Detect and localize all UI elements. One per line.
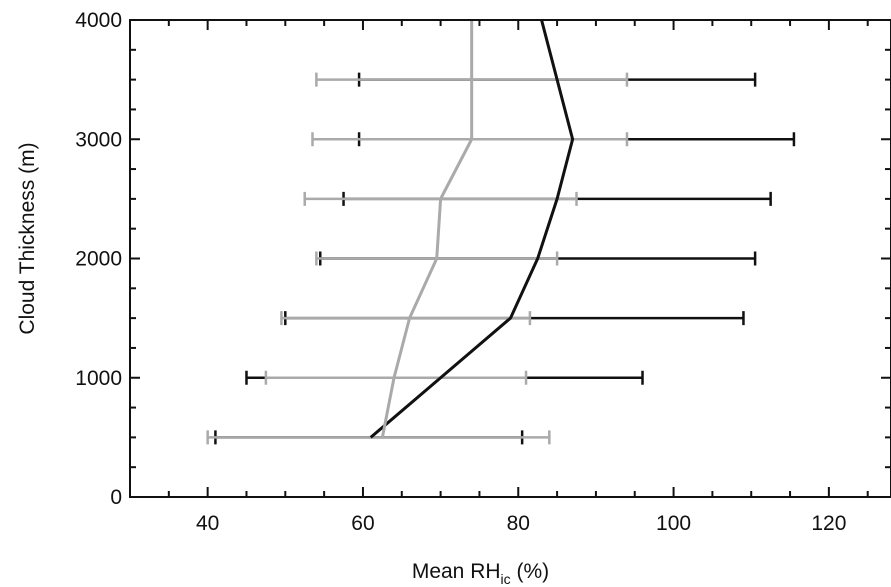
x-tick-label: 40: [196, 512, 219, 535]
x-tick-label: 120: [811, 512, 846, 535]
x-axis-title-subscript: ic: [501, 571, 511, 587]
y-tick-label: 0: [110, 486, 122, 509]
x-axis-title-suffix: (%): [511, 560, 550, 583]
y-tick-label: 2000: [75, 248, 122, 271]
x-tick-label: 100: [656, 512, 691, 535]
y-axis-title: Cloud Thickness (m): [16, 142, 39, 334]
x-tick-label: 80: [507, 512, 530, 535]
x-tick-label: 60: [351, 512, 374, 535]
series-1-line: [369, 19, 575, 439]
series-2-line: [380, 20, 474, 438]
y-tick-label: 3000: [75, 128, 122, 151]
x-tick-labels: 40 60 80 100 120: [196, 512, 846, 535]
plot-frame: [129, 19, 891, 498]
y-tick-labels: 0 1000 2000 3000 4000: [75, 9, 122, 509]
series-layer: [206, 19, 796, 445]
x-axis-title-main: Mean RH: [412, 560, 501, 583]
y-tick-label: 4000: [75, 9, 122, 32]
x-axis-title: Mean RHic (%): [412, 560, 549, 587]
y-tick-label: 1000: [75, 367, 122, 390]
